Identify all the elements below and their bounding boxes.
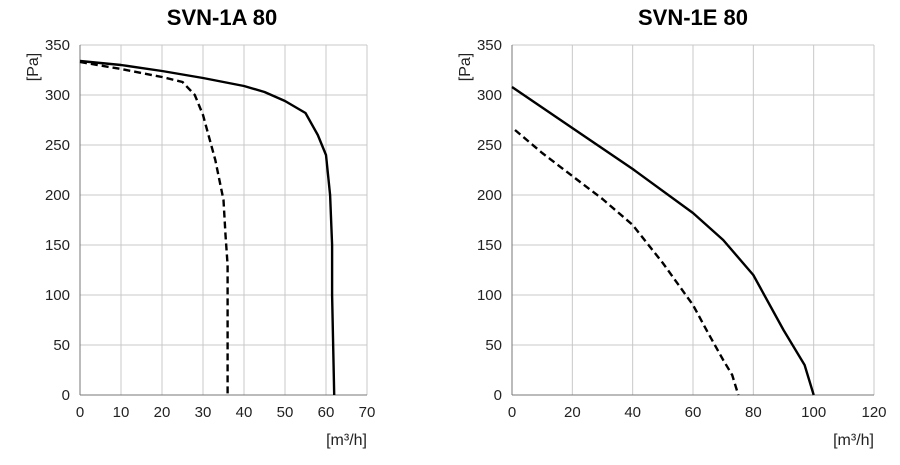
y-tick-label: 100 [45, 287, 70, 304]
x-tick-label: 20 [564, 404, 581, 421]
y-tick-label: 50 [485, 337, 502, 354]
y-tick-label: 0 [494, 387, 502, 404]
x-tick-label: 0 [508, 404, 516, 421]
y-tick-label: 200 [45, 187, 70, 204]
x-tick-label: 50 [277, 404, 294, 421]
series-line-solid [79, 59, 336, 396]
x-tick-label: 60 [318, 404, 335, 421]
chart-svn-1e-80: 0 20 40 60 80 100 120 0 50 100 150 200 250 300 350 SVN-… [457, 5, 887, 449]
y-axis-label: [Pa] [25, 53, 42, 81]
y-tick-label: 50 [53, 337, 70, 354]
x-tick-label: 10 [113, 404, 130, 421]
x-tick-label: 100 [801, 404, 826, 421]
x-axis-label: [m³/h] [326, 432, 367, 449]
chart-svn-1a-80: 0 10 20 30 40 50 60 70 0 50 100 150 200 250 300 350 SVN-… [25, 5, 375, 449]
x-tick-label: 20 [154, 404, 171, 421]
x-axis-label: [m³/h] [833, 432, 874, 449]
x-tick-label: 40 [624, 404, 641, 421]
chart-title: SVN-1E 80 [638, 5, 748, 30]
x-tick-label: 0 [76, 404, 84, 421]
x-tick-label: 120 [861, 404, 886, 421]
y-tick-label: 250 [45, 137, 70, 154]
x-tick-label: 60 [685, 404, 702, 421]
series-line-solid [511, 86, 815, 396]
series-line-dashed [514, 129, 740, 396]
series-line-dashed [79, 60, 229, 395]
y-tick-label: 300 [45, 87, 70, 104]
chart-title: SVN-1A 80 [167, 5, 277, 30]
x-tick-label: 80 [745, 404, 762, 421]
y-tick-label: 250 [477, 137, 502, 154]
y-tick-label: 200 [477, 187, 502, 204]
y-axis-label: [Pa] [457, 53, 474, 81]
x-tick-label: 40 [236, 404, 253, 421]
y-tick-label: 100 [477, 287, 502, 304]
y-tick-label: 350 [45, 37, 70, 54]
x-tick-label: 70 [359, 404, 376, 421]
y-tick-label: 350 [477, 37, 502, 54]
y-tick-label: 300 [477, 87, 502, 104]
y-tick-label: 150 [45, 237, 70, 254]
x-tick-label: 30 [195, 404, 212, 421]
y-tick-label: 0 [62, 387, 70, 404]
y-tick-label: 150 [477, 237, 502, 254]
